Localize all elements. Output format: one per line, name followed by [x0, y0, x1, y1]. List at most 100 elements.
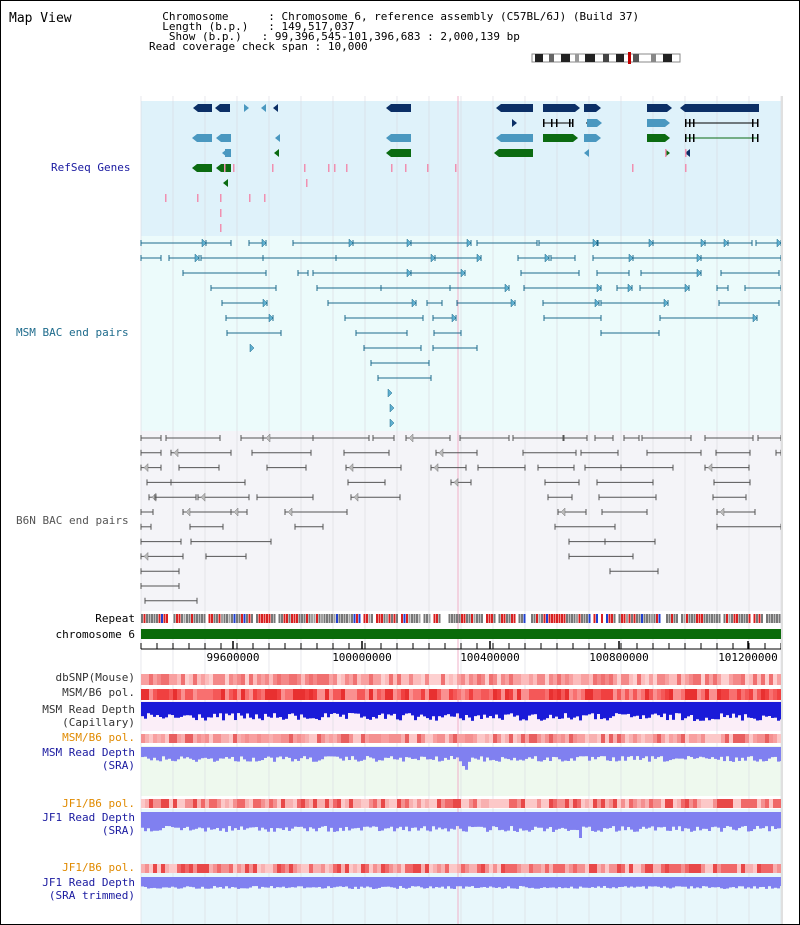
msm-pol-bin	[445, 689, 449, 700]
msm-depth-sra-bar	[522, 747, 525, 761]
msm-depth-sra-bar	[390, 747, 393, 757]
jf1-pol2-bin	[277, 864, 281, 873]
msm-bac-track-label[interactable]: MSM BAC end pairs	[16, 326, 129, 339]
msm-depth-sra-bar	[744, 747, 747, 761]
jf1-depth-trim-bar	[720, 877, 723, 889]
jf1-pol-bin	[165, 799, 169, 808]
msm-pol2-bin	[513, 734, 517, 743]
jf1-pol-bin	[425, 799, 429, 808]
jf1-depth-sra-bar	[306, 812, 309, 832]
repeat-element	[393, 614, 396, 623]
jf1-depth-sra-bar	[540, 812, 543, 828]
msm-depth-sra-bar	[408, 747, 411, 758]
jf1-depth-sra-bar	[522, 812, 525, 831]
jf1-pol-bin	[677, 799, 681, 808]
jf1-depth-sra-bar	[621, 812, 624, 827]
msm-depth-cap-bar	[612, 702, 615, 717]
jf1-pol2-bin	[677, 864, 681, 873]
msm-depth-cap-bar	[519, 702, 522, 721]
b6n-bac-track-label[interactable]: B6N BAC end pairs	[16, 514, 129, 527]
msm-depth-cap-bar	[573, 702, 576, 718]
jf1-depth-sra-bar	[168, 812, 171, 827]
msm-pol2-bin	[217, 734, 221, 743]
jf1-depth-trim-bar	[687, 877, 690, 889]
exon-tick	[551, 119, 553, 127]
msm-depth-cap-bar	[387, 702, 390, 715]
jf1-depth-sra-bar	[171, 812, 174, 828]
jf1-pol-bin	[641, 799, 645, 808]
msm-depth-sra-bar	[159, 747, 162, 762]
jf1-pol-bin	[517, 799, 521, 808]
jf1-pol2-bin	[269, 864, 273, 873]
snp-tick	[220, 224, 222, 232]
msm-depth-sra-bar	[726, 747, 729, 757]
msm-depth-sra-bar	[633, 747, 636, 760]
msm-pol-bin	[465, 689, 469, 700]
dbsnp-bin	[517, 674, 521, 685]
jf1-pol2-bin	[149, 864, 153, 873]
jf1-pol2-bin	[589, 864, 593, 873]
jf1-depth-trim-bar	[333, 877, 336, 888]
repeat-element	[426, 614, 428, 623]
msm-depth-cap-bar	[651, 702, 654, 715]
msm-depth-cap-bar	[771, 702, 774, 718]
jf1-depth-sra-bar	[507, 812, 510, 831]
msm-depth-cap-bar	[555, 702, 558, 717]
msm-depth-cap-bar	[312, 702, 315, 719]
msm-pol2-bin	[445, 734, 449, 743]
jf1-pol-bin	[473, 799, 477, 808]
dbsnp-bin	[669, 674, 673, 685]
msm-pol-bin	[301, 689, 305, 700]
msm-depth-sra-bar	[753, 747, 756, 761]
msm-pol-2-track-label: MSM/B6 pol.	[62, 731, 135, 744]
ideogram-band	[561, 54, 570, 62]
msm-pol-bin	[637, 689, 641, 700]
refseq-track-label[interactable]: RefSeq Genes	[51, 161, 131, 174]
jf1-pol2-bin	[325, 864, 329, 873]
msm-depth-cap-bar	[681, 702, 684, 721]
jf1-depth-trim-bar	[486, 877, 489, 888]
repeat-element	[768, 614, 771, 623]
jf1-depth-trim-bar	[483, 877, 486, 888]
jf1-depth-sra-bar	[450, 812, 453, 829]
repeat-element	[531, 614, 533, 623]
msm-pol-bin	[601, 689, 605, 700]
msm-pol2-bin	[173, 734, 177, 743]
ideogram-band	[616, 54, 624, 62]
jf1-pol-bin	[145, 799, 149, 808]
jf1-pol-bin	[185, 799, 189, 808]
dbsnp-bin	[773, 674, 777, 685]
msm-depth-sra-bar	[192, 747, 195, 760]
msm-depth-sra-bar	[717, 747, 720, 760]
msm-pol2-bin	[593, 734, 597, 743]
jf1-pol2-bin	[693, 864, 697, 873]
repeat-element	[528, 614, 531, 623]
msm-depth-cap-bar	[543, 702, 546, 720]
exon-tick	[693, 134, 695, 142]
gene-block	[391, 149, 411, 157]
msm-depth-sra-bar	[543, 747, 546, 761]
msm-depth-cap-bar	[309, 702, 312, 719]
dbsnp-bin	[713, 674, 717, 685]
jf1-depth-trim-bar	[249, 877, 252, 888]
msm-depth-sra-bar	[213, 747, 216, 762]
jf1-depth-trim-bar	[471, 877, 474, 887]
msm-depth-cap-bar	[501, 702, 504, 720]
msm-pol-bin	[165, 689, 169, 700]
dbsnp-bin	[289, 674, 293, 685]
msm-depth-sra-bar	[654, 747, 657, 759]
jf1-pol-bin	[233, 799, 237, 808]
repeat-element	[746, 614, 748, 623]
jf1-pol-bin	[645, 799, 649, 808]
msm-depth-sra-bar	[297, 747, 300, 761]
jf1-depth-trim-bar	[543, 877, 546, 888]
jf1-pol-bin	[769, 799, 773, 808]
jf1-pol2-bin	[409, 864, 413, 873]
msm-pol2-bin	[509, 734, 513, 743]
jf1-pol-bin	[269, 799, 273, 808]
jf1-pol2-bin	[757, 864, 761, 873]
exon-tick	[693, 119, 695, 127]
jf1-pol-bin	[197, 799, 201, 808]
msm-pol2-bin	[141, 734, 145, 743]
